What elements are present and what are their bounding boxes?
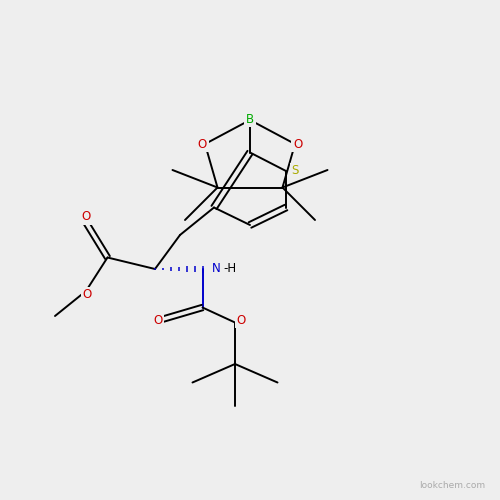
Text: B: B (246, 112, 254, 126)
Text: lookchem.com: lookchem.com (419, 481, 485, 490)
Text: -H: -H (224, 262, 236, 276)
Text: O: O (198, 138, 207, 150)
Text: O: O (293, 138, 302, 150)
Text: O: O (82, 210, 90, 223)
Text: O: O (82, 288, 92, 302)
Text: O: O (153, 314, 162, 326)
Text: N: N (212, 262, 220, 276)
Text: O: O (236, 314, 246, 326)
Text: S: S (292, 164, 298, 177)
